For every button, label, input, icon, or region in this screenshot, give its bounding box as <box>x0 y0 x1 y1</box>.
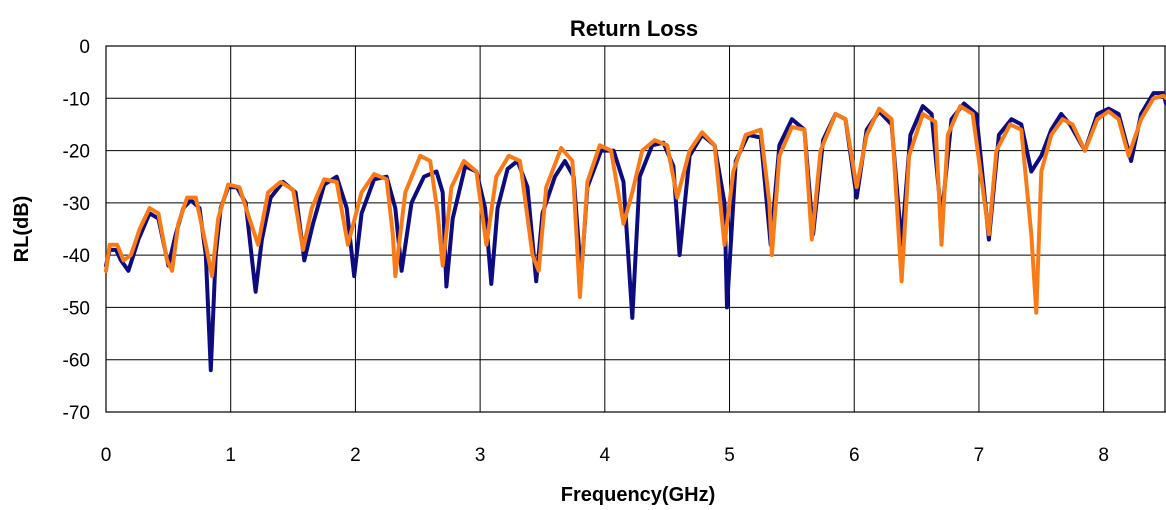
y-tick-labels: 0 -10 -20 -30 -40 -50 -60 -70 <box>63 37 90 424</box>
series-layer <box>104 91 1166 373</box>
x-tick-label: 5 <box>724 445 735 466</box>
series-line-1 <box>104 91 1166 373</box>
y-tick-label: -70 <box>63 403 90 424</box>
x-tick-label: 0 <box>101 445 112 466</box>
plot-area <box>105 45 1166 413</box>
y-axis-title: RL(dB) <box>11 196 33 263</box>
y-tick-label: -40 <box>63 246 90 267</box>
x-axis-title: Frequency(GHz) <box>561 484 715 506</box>
x-tick-label: 3 <box>475 445 486 466</box>
y-tick-label: -60 <box>63 351 90 372</box>
x-tick-label: 2 <box>350 445 361 466</box>
y-tick-label: -10 <box>63 89 90 110</box>
x-tick-labels: 0 1 2 3 4 5 6 7 8 <box>101 445 1109 466</box>
y-tick-label: -30 <box>63 194 90 215</box>
x-tick-label: 4 <box>600 445 611 466</box>
chart-title: Return Loss <box>570 16 698 41</box>
y-tick-label: 0 <box>79 37 90 58</box>
series-line-2 <box>104 93 1166 315</box>
y-tick-label: -20 <box>63 142 90 163</box>
y-tick-label: -50 <box>63 298 90 319</box>
x-tick-label: 6 <box>849 445 860 466</box>
x-tick-label: 1 <box>225 445 236 466</box>
x-tick-label: 7 <box>974 445 985 466</box>
x-tick-label: 8 <box>1098 445 1109 466</box>
